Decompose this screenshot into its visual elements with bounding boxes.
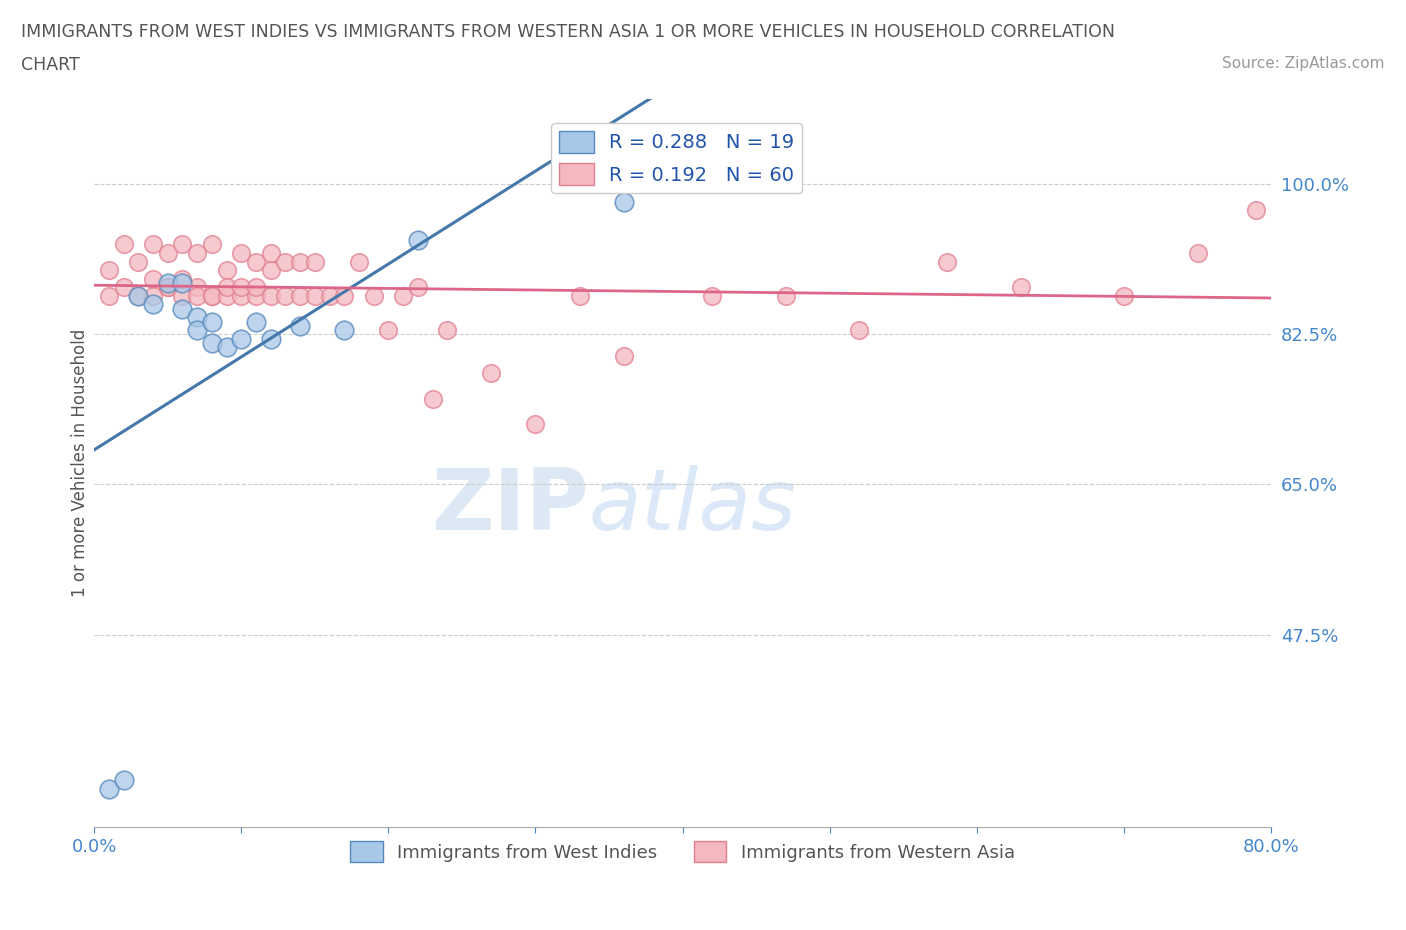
Point bbox=[436, 323, 458, 338]
Point bbox=[524, 417, 547, 432]
Point bbox=[231, 246, 253, 260]
Point bbox=[231, 288, 253, 303]
Point bbox=[201, 336, 224, 351]
Point bbox=[347, 254, 370, 269]
Point bbox=[231, 280, 253, 295]
Point bbox=[613, 194, 636, 209]
Point bbox=[700, 288, 723, 303]
Point bbox=[142, 288, 165, 303]
Text: ZIP: ZIP bbox=[430, 465, 589, 549]
Point bbox=[406, 232, 429, 247]
Point bbox=[333, 323, 356, 338]
Point bbox=[156, 246, 179, 260]
Point bbox=[613, 349, 636, 364]
Point bbox=[1112, 288, 1135, 303]
Point bbox=[288, 254, 311, 269]
Point bbox=[568, 288, 591, 303]
Point bbox=[156, 275, 179, 290]
Point bbox=[156, 280, 179, 295]
Point bbox=[97, 288, 120, 303]
Point bbox=[333, 288, 356, 303]
Point bbox=[406, 280, 429, 295]
Point bbox=[186, 310, 208, 325]
Point bbox=[215, 262, 238, 277]
Point bbox=[775, 288, 797, 303]
Point bbox=[288, 288, 311, 303]
Point bbox=[274, 288, 297, 303]
Point bbox=[172, 288, 194, 303]
Point bbox=[186, 323, 208, 338]
Point bbox=[304, 254, 326, 269]
Point bbox=[1246, 203, 1268, 218]
Point bbox=[260, 288, 283, 303]
Point bbox=[245, 254, 267, 269]
Point bbox=[201, 288, 224, 303]
Point bbox=[142, 237, 165, 252]
Point bbox=[245, 314, 267, 329]
Point bbox=[142, 272, 165, 286]
Point bbox=[172, 272, 194, 286]
Point bbox=[215, 280, 238, 295]
Point bbox=[260, 246, 283, 260]
Point bbox=[172, 275, 194, 290]
Point bbox=[245, 280, 267, 295]
Text: CHART: CHART bbox=[21, 56, 80, 73]
Point bbox=[422, 392, 444, 406]
Text: Source: ZipAtlas.com: Source: ZipAtlas.com bbox=[1222, 56, 1385, 71]
Point bbox=[172, 301, 194, 316]
Point bbox=[1010, 280, 1032, 295]
Text: atlas: atlas bbox=[589, 465, 796, 549]
Point bbox=[260, 331, 283, 346]
Point bbox=[245, 288, 267, 303]
Point bbox=[215, 339, 238, 354]
Point bbox=[377, 323, 399, 338]
Point bbox=[186, 280, 208, 295]
Point bbox=[392, 288, 415, 303]
Point bbox=[156, 280, 179, 295]
Point bbox=[186, 288, 208, 303]
Point bbox=[97, 262, 120, 277]
Point bbox=[288, 318, 311, 333]
Point bbox=[215, 288, 238, 303]
Point bbox=[112, 773, 135, 788]
Point bbox=[231, 331, 253, 346]
Point bbox=[848, 323, 870, 338]
Point bbox=[172, 237, 194, 252]
Point bbox=[260, 262, 283, 277]
Y-axis label: 1 or more Vehicles in Household: 1 or more Vehicles in Household bbox=[72, 329, 89, 597]
Point bbox=[201, 288, 224, 303]
Point bbox=[201, 314, 224, 329]
Point bbox=[186, 246, 208, 260]
Point bbox=[274, 254, 297, 269]
Point bbox=[127, 254, 149, 269]
Text: IMMIGRANTS FROM WEST INDIES VS IMMIGRANTS FROM WESTERN ASIA 1 OR MORE VEHICLES I: IMMIGRANTS FROM WEST INDIES VS IMMIGRANT… bbox=[21, 23, 1115, 41]
Legend: Immigrants from West Indies, Immigrants from Western Asia: Immigrants from West Indies, Immigrants … bbox=[343, 834, 1022, 870]
Point bbox=[1187, 246, 1209, 260]
Point bbox=[363, 288, 385, 303]
Point bbox=[479, 365, 502, 380]
Point bbox=[142, 297, 165, 312]
Point bbox=[127, 288, 149, 303]
Point bbox=[127, 288, 149, 303]
Point bbox=[318, 288, 340, 303]
Point bbox=[304, 288, 326, 303]
Point bbox=[201, 237, 224, 252]
Point bbox=[97, 781, 120, 796]
Point bbox=[936, 254, 959, 269]
Point bbox=[112, 237, 135, 252]
Point bbox=[112, 280, 135, 295]
